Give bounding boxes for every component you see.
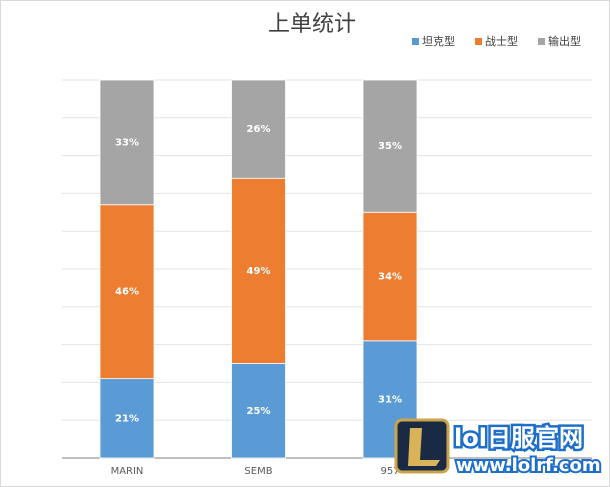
legend-swatch — [412, 38, 419, 45]
legend-swatch — [475, 38, 482, 45]
watermark-logo-letter — [408, 428, 440, 466]
x-tick-label: 957 — [380, 466, 399, 477]
value-label: 25% — [247, 406, 271, 417]
watermark-title: lol日服官网 — [454, 424, 583, 452]
value-label: 49% — [247, 266, 271, 277]
value-label: 35% — [378, 141, 402, 152]
watermark-url: www.lolrf.com — [456, 455, 601, 476]
bar-segment — [99, 79, 155, 206]
value-label: 46% — [115, 287, 139, 298]
legend-label: 战士型 — [485, 34, 518, 48]
bar-segment — [231, 79, 286, 179]
bar-segment — [231, 363, 286, 459]
x-tick-label: SEMB — [244, 466, 272, 477]
chart-title: 上单统计 — [268, 12, 356, 37]
bar-segment — [99, 204, 155, 380]
bar-segment — [99, 378, 155, 459]
legend-label: 输出型 — [548, 34, 581, 48]
value-label: 31% — [378, 394, 402, 405]
watermark: lol日服官网 www.lolrf.com — [394, 418, 603, 478]
value-label: 21% — [115, 413, 139, 424]
plot-area: 21% 46% 33% MARIN 25% 49% 26% SEMB 31% 34% 35% 957 坦… — [62, 34, 592, 477]
legend-label: 坦克型 — [422, 34, 455, 48]
bar-segment — [231, 177, 286, 364]
x-tick-label: MARIN — [111, 466, 144, 477]
value-label: 34% — [378, 272, 402, 283]
value-label: 33% — [115, 137, 139, 148]
value-label: 26% — [247, 124, 271, 135]
bar-segment — [362, 211, 418, 342]
bar-segment — [362, 79, 418, 213]
legend-swatch — [538, 38, 545, 45]
